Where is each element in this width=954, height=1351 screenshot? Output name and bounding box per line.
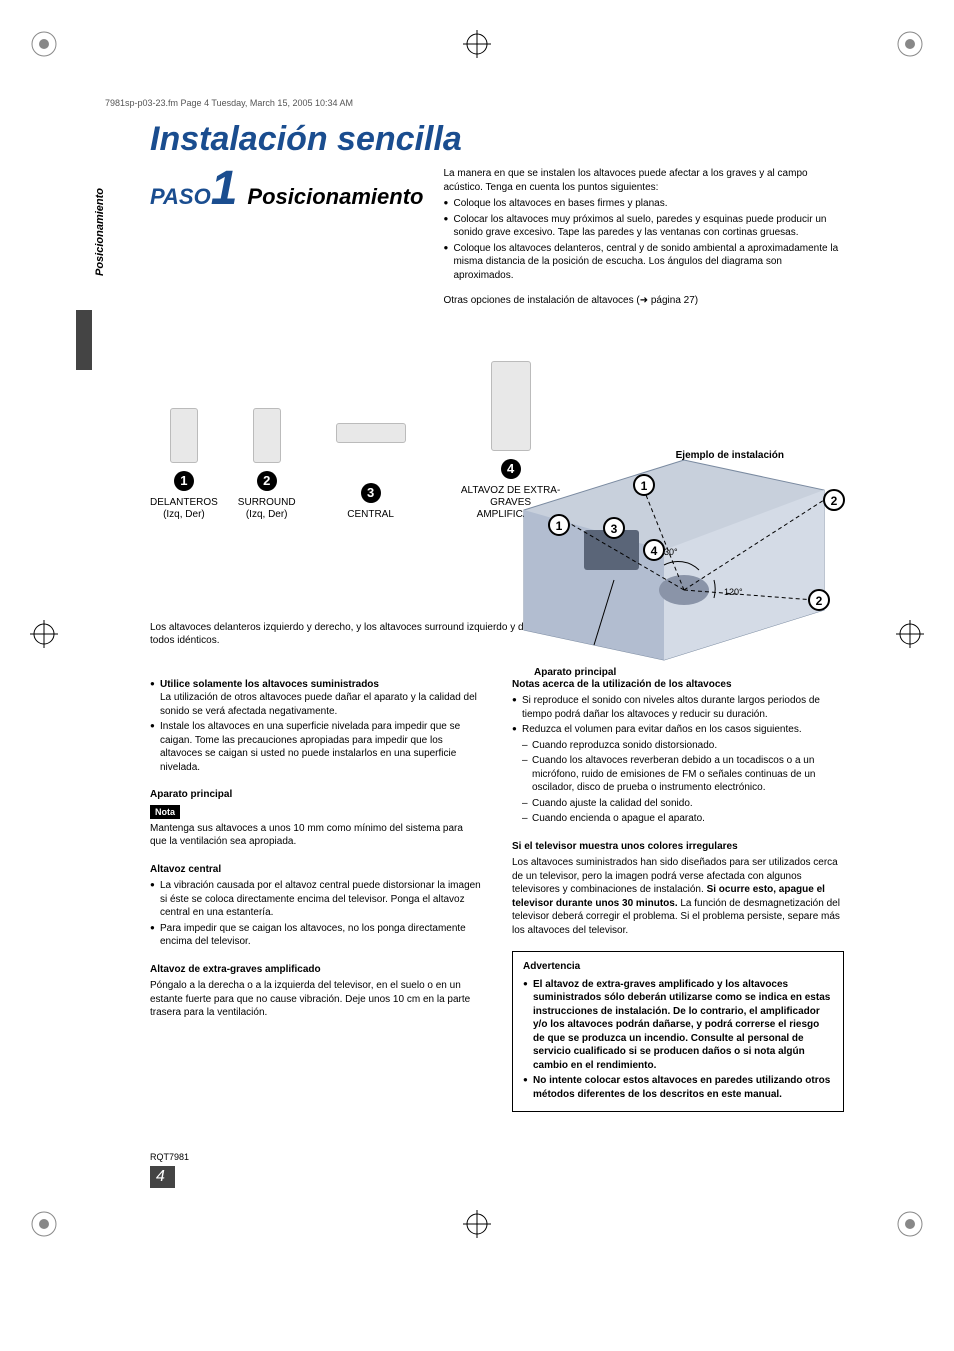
body-text: Los altavoces suministrados han sido dis… — [512, 856, 844, 937]
room-layout-icon: 30° 120° 1 1 3 4 2 2 — [464, 450, 864, 670]
body-bullet: Si reproduce el sonido con niveles altos… — [512, 694, 844, 721]
svg-text:1: 1 — [641, 479, 648, 493]
svg-text:1: 1 — [556, 519, 563, 533]
crop-mark-icon — [896, 1210, 924, 1238]
body-bullet: Instale los altavoces en una superficie … — [150, 720, 482, 774]
warning-bullet: No intente colocar estos altavoces en pa… — [523, 1074, 833, 1101]
registration-mark-icon — [463, 1210, 491, 1238]
setup-example-diagram: Ejemplo de instalación 30° 120° 1 1 3 4 — [464, 450, 864, 700]
speaker-label: DELANTEROS — [150, 497, 218, 508]
body-text: La utilización de otros altavoces puede … — [160, 692, 477, 717]
side-section-label: Posicionamiento — [94, 188, 106, 276]
speaker-sublabel: (Izq, Der) — [246, 509, 288, 520]
nota-badge: Nota — [150, 805, 180, 819]
registration-mark-icon — [30, 620, 58, 648]
num-2-icon: 2 — [257, 471, 277, 491]
section-heading: Altavoz de extra-graves amplificado — [150, 963, 482, 977]
speaker-label: SURROUND — [238, 497, 296, 508]
crop-mark-icon — [30, 1210, 58, 1238]
subwoofer-icon — [491, 361, 531, 451]
warning-bullet: El altavoz de extra-graves amplificado y… — [523, 978, 833, 1073]
other-options: Otras opciones de instalación de altavoc… — [443, 294, 844, 308]
sub-bullet: Cuando ajuste la calidad del sonido. — [522, 797, 844, 811]
speaker-sublabel: (Izq, Der) — [163, 509, 205, 520]
registration-mark-icon — [896, 620, 924, 648]
sub-bullet: Cuando encienda o apague el aparato. — [522, 812, 844, 826]
registration-mark-icon — [463, 30, 491, 58]
body-bullet: Para impedir que se caigan los altavoces… — [150, 922, 482, 949]
body-text: Mantenga sus altavoces a unos 10 mm como… — [150, 822, 482, 849]
svg-text:120°: 120° — [724, 587, 743, 597]
num-3-icon: 3 — [361, 483, 381, 503]
front-speaker-icon — [170, 408, 198, 463]
crop-mark-icon — [896, 30, 924, 58]
svg-text:4: 4 — [651, 544, 658, 558]
center-speaker-icon — [336, 423, 406, 443]
sub-bullet: Cuando los altavoces reverberan debido a… — [522, 754, 844, 795]
svg-text:3: 3 — [611, 522, 618, 536]
step-number: 1 — [211, 167, 238, 210]
speaker-label: CENTRAL — [347, 509, 394, 520]
page-footer: RQT7981 4 — [150, 1152, 844, 1188]
step-word: PASO — [150, 184, 211, 210]
right-column: Notas acerca de la utilización de los al… — [512, 678, 844, 1113]
intro-lead: La manera en que se instalen los altavoc… — [443, 167, 844, 194]
body-text: Póngalo a la derecha o a la izquierda de… — [150, 979, 482, 1020]
intro-bullet: Coloque los altavoces delanteros, centra… — [443, 242, 844, 283]
body-bullet: La vibración causada por el altavoz cent… — [150, 879, 482, 920]
section-heading: Aparato principal — [150, 788, 482, 802]
section-heading: Altavoz central — [150, 863, 482, 877]
step-indicator: PASO 1 Posicionamiento — [150, 167, 423, 210]
body-bullet: Reduzca el volumen para evitar daños en … — [512, 723, 844, 737]
svg-text:2: 2 — [816, 594, 823, 608]
file-header-line: 7981sp-p03-23.fm Page 4 Tuesday, March 1… — [105, 98, 353, 108]
surround-speaker-icon — [253, 408, 281, 463]
page-title: Instalación sencilla — [150, 120, 844, 159]
intro-bullet: Colocar los altavoces muy próximos al su… — [443, 213, 844, 240]
page-number: 4 — [150, 1166, 175, 1188]
section-heading: Utilice solamente los altavoces suminist… — [160, 679, 379, 690]
main-unit-label: Aparato principal — [534, 667, 616, 678]
sub-bullet: Cuando reproduzca sonido distorsionado. — [522, 739, 844, 753]
intro-text: La manera en que se instalen los altavoc… — [443, 167, 844, 311]
setup-title: Ejemplo de instalación — [676, 450, 784, 461]
num-1-icon: 1 — [174, 471, 194, 491]
warning-box: Advertencia El altavoz de extra-graves a… — [512, 951, 844, 1112]
intro-bullet: Coloque los altavoces en bases firmes y … — [443, 197, 844, 211]
speaker-surround: 2 SURROUND(Izq, Der) — [238, 408, 296, 521]
section-heading: Si el televisor muestra unos colores irr… — [512, 840, 844, 854]
doc-code: RQT7981 — [150, 1152, 844, 1162]
warning-title: Advertencia — [523, 960, 833, 974]
speaker-center: 3 CENTRAL — [336, 423, 406, 521]
step-title: Posicionamiento — [247, 184, 423, 210]
left-column: Utilice solamente los altavoces suminist… — [150, 678, 482, 1113]
svg-text:30°: 30° — [664, 547, 678, 557]
crop-mark-icon — [30, 30, 58, 58]
side-tab — [76, 310, 92, 370]
speaker-front: 1 DELANTEROS(Izq, Der) — [150, 408, 218, 521]
svg-text:2: 2 — [831, 494, 838, 508]
